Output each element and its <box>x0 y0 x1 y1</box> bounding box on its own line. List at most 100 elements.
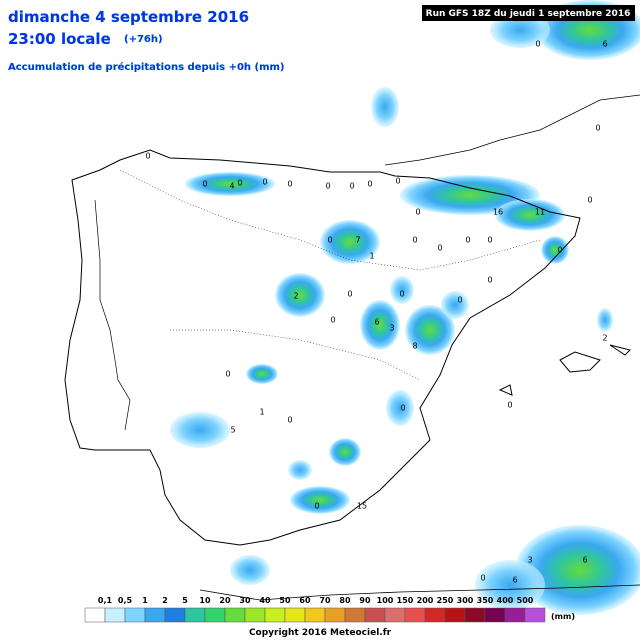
legend-swatch <box>384 607 406 623</box>
legend-label: 0,1 <box>98 596 113 605</box>
map-label: 0 <box>487 276 492 285</box>
map-label: 0 <box>145 152 150 161</box>
legend-label: 500 <box>517 596 534 605</box>
legend-swatch <box>364 607 386 623</box>
legend-swatch <box>104 607 126 623</box>
map-label: 15 <box>357 502 367 511</box>
map-label: 0 <box>457 296 462 305</box>
legend-label: 10 <box>199 596 211 605</box>
legend-swatch <box>424 607 446 623</box>
legend-label: 300 <box>457 596 474 605</box>
legend-swatch <box>284 607 306 623</box>
legend-swatch <box>244 607 266 623</box>
run-box <box>422 5 635 21</box>
map-label: 0 <box>395 177 400 186</box>
map-label: 0 <box>465 236 470 245</box>
map-label: 0 <box>327 236 332 245</box>
run: Run GFS 18Z du jeudi 1 septembre 2016 <box>426 9 631 19</box>
map-label: 0 <box>412 236 417 245</box>
map-label: 0 <box>349 182 354 191</box>
legend-unit: (mm) <box>551 612 575 621</box>
map-label: 0 <box>314 502 319 511</box>
legend-swatch <box>344 607 366 623</box>
map-label: 3 <box>389 324 394 333</box>
map-label: 0 <box>347 290 352 299</box>
legend-label: 40 <box>259 596 271 605</box>
map-label: 0 <box>325 182 330 191</box>
legend-swatch <box>404 607 426 623</box>
subtitle: Accumulation de précipitations depuis +0… <box>8 61 285 73</box>
legend-swatch <box>444 607 466 623</box>
map-label: 1 <box>259 408 264 417</box>
legend-swatch <box>184 607 206 623</box>
legend-swatch <box>224 607 246 623</box>
legend-swatch <box>164 607 186 623</box>
map-label: 0 <box>262 178 267 187</box>
legend-label: 1 <box>142 596 148 605</box>
map-label: 0 <box>487 236 492 245</box>
map-label: 2 <box>602 334 607 343</box>
map-label: 0 <box>287 416 292 425</box>
map-label: 6 <box>582 556 587 565</box>
legend-label: 150 <box>397 596 414 605</box>
map-label: 0 <box>367 180 372 189</box>
legend-swatch <box>504 607 526 623</box>
legend-label: 400 <box>497 596 514 605</box>
lead: (+76h) <box>124 34 163 45</box>
precipitation <box>170 0 640 615</box>
legend-label: 5 <box>182 596 188 605</box>
map-label: 0 <box>587 196 592 205</box>
map-label: 7 <box>355 236 360 245</box>
map-label: 0 <box>557 246 562 255</box>
legend-swatch <box>484 607 506 623</box>
map-label: 3 <box>527 556 532 565</box>
map-label: 0 <box>415 208 420 217</box>
map-label: 0 <box>237 179 242 188</box>
map-label: 0 <box>437 244 442 253</box>
map-label: 0 <box>535 40 540 49</box>
coastlines <box>64 94 640 601</box>
legend-label: 60 <box>299 596 311 605</box>
map-label: 0 <box>595 124 600 133</box>
map-label: 2 <box>293 292 298 301</box>
copyright: Copyright 2016 Meteociel.fr <box>249 628 392 638</box>
map-label: 8 <box>412 342 417 351</box>
map-label: 6 <box>374 318 379 327</box>
map-label: 6 <box>512 576 517 585</box>
map-label: 6 <box>602 40 607 49</box>
legend-label: 250 <box>437 596 454 605</box>
map-label: 0 <box>287 180 292 189</box>
legend-label: 200 <box>417 596 434 605</box>
legend-label: 90 <box>359 596 371 605</box>
map-label: 0 <box>400 404 405 413</box>
legend-swatch <box>464 607 486 623</box>
legend-label: 2 <box>162 596 168 605</box>
map-label: 0 <box>507 401 512 410</box>
legend-swatch <box>524 607 546 623</box>
legend-label: 70 <box>319 596 331 605</box>
legend-swatch <box>204 607 226 623</box>
map-label: 4 <box>229 182 234 191</box>
legend-swatch <box>144 607 166 623</box>
map-label: 0 <box>330 316 335 325</box>
map-label: 1 <box>369 252 374 261</box>
legend-swatch <box>304 607 326 623</box>
legend-label: 350 <box>477 596 494 605</box>
legend-swatch <box>264 607 286 623</box>
legend-label: 20 <box>219 596 231 605</box>
legend-swatch <box>324 607 346 623</box>
time: 23:00 locale <box>8 30 111 48</box>
legend: 0,1 0,5 1 2 5 10 20 30 40 50 60 70 80 90 100 150 200 250 3… <box>84 596 575 623</box>
legend-label: 50 <box>279 596 291 605</box>
legend-label: 80 <box>339 596 351 605</box>
map-label: 0 <box>225 370 230 379</box>
legend-label: 30 <box>239 596 251 605</box>
legend-label: 0,5 <box>118 596 133 605</box>
date: dimanche 4 septembre 2016 <box>8 8 249 26</box>
legend-swatch <box>84 607 106 623</box>
legend-label: 100 <box>377 596 394 605</box>
map-label: 16 <box>493 208 503 217</box>
map-label: 0 <box>202 180 207 189</box>
